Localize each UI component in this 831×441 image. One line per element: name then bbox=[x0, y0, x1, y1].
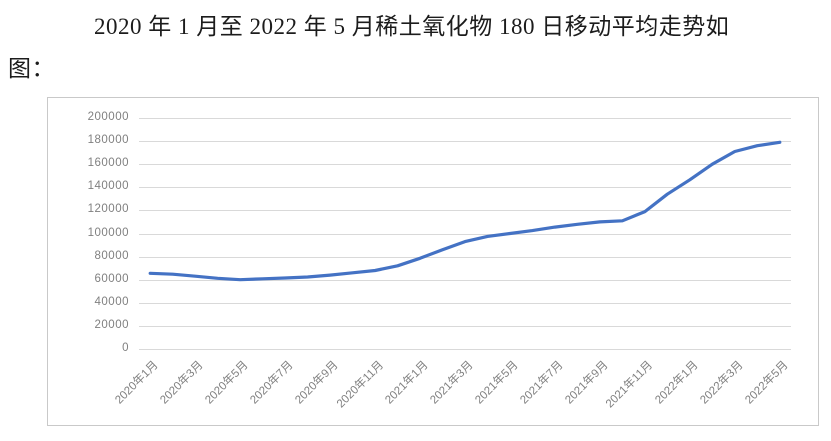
paragraph: 2020 年 1 月至 2022 年 5 月稀土氧化物 180 日移动平均走势如… bbox=[8, 6, 808, 90]
y-axis-tick-label: 60000 bbox=[94, 272, 129, 285]
y-axis-tick-label: 20000 bbox=[94, 318, 129, 331]
y-gridline bbox=[139, 279, 791, 281]
y-gridline bbox=[139, 118, 791, 119]
y-axis-tick-label: 160000 bbox=[87, 157, 129, 170]
y-gridline bbox=[139, 187, 791, 189]
y-axis-tick-label: 140000 bbox=[87, 180, 129, 193]
chart-plot-area: 200000 180000 160000 140000 120000 100000 8000… bbox=[48, 98, 818, 425]
y-axis-tick-label: 120000 bbox=[87, 203, 129, 216]
y-axis-tick-label: 100000 bbox=[87, 226, 129, 239]
y-gridline bbox=[139, 302, 791, 304]
paragraph-line-2: 图： bbox=[8, 56, 55, 81]
line-chart: 200000 180000 160000 140000 120000 100000 8000… bbox=[47, 97, 819, 426]
paragraph-line-1: 2020 年 1 月至 2022 年 5 月稀土氧化物 180 日移动平均走势如 bbox=[94, 14, 730, 39]
series-line-svg bbox=[148, 140, 782, 282]
y-axis-tick-label: 180000 bbox=[87, 134, 129, 147]
y-gridline bbox=[139, 164, 791, 166]
y-gridline bbox=[139, 325, 791, 327]
y-gridline bbox=[139, 349, 791, 350]
y-gridline bbox=[139, 233, 791, 235]
y-axis-tick-label: 80000 bbox=[94, 249, 129, 262]
y-gridline bbox=[139, 256, 791, 258]
y-gridline bbox=[139, 210, 791, 212]
y-axis-tick-label: 200000 bbox=[87, 111, 129, 123]
series-line bbox=[148, 140, 782, 282]
y-axis-tick-label: 0 bbox=[122, 342, 129, 354]
y-gridline bbox=[139, 141, 791, 143]
y-axis-tick-label: 40000 bbox=[94, 295, 129, 308]
